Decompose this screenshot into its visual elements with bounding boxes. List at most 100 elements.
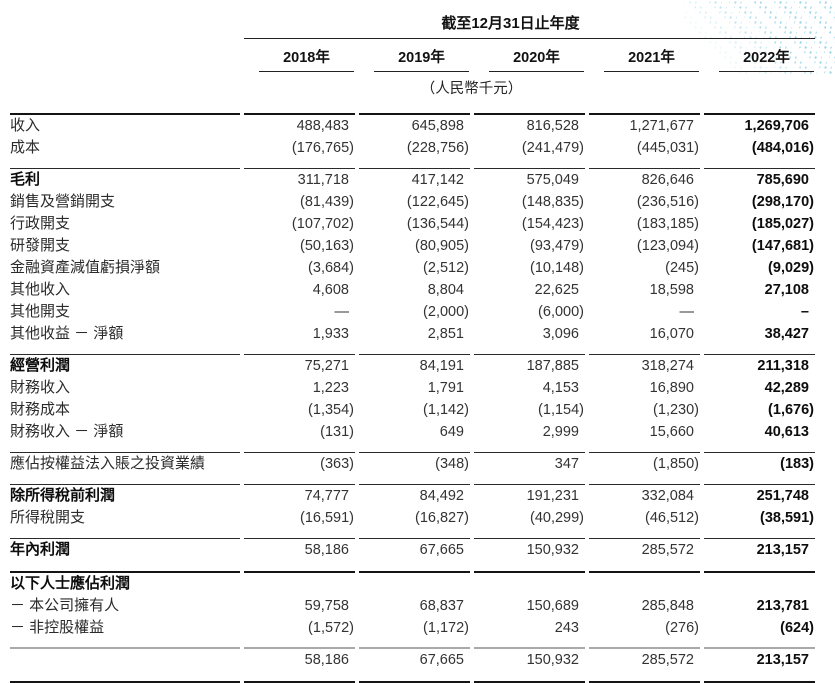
cell-value: 649 [439, 424, 464, 440]
row-label: 金融資產減值虧損淨額 [10, 259, 161, 276]
cell-value: (131) [320, 424, 354, 440]
cell-value: (136,544) [406, 216, 469, 232]
row-label: 以下人士應佔利潤 [10, 575, 131, 592]
cell-value: 347 [554, 456, 579, 472]
cell-value: 27,108 [764, 282, 809, 298]
cell-value: (348) [435, 456, 469, 472]
row-label: 所得稅開支 [10, 509, 86, 526]
year-column-header: 2019年 [374, 44, 469, 72]
cell-value: 38,427 [764, 326, 809, 342]
year-column-header: 2018年 [259, 44, 354, 72]
cell-value: — [679, 304, 695, 320]
row-label: 研發開支 [10, 237, 71, 254]
year-column-header: 2020年 [489, 44, 584, 72]
cell-value: 213,157 [756, 652, 809, 668]
cell-value [474, 573, 585, 595]
cell-value: 67,665 [419, 542, 464, 558]
cell-value: (1,850) [653, 456, 699, 472]
table-row: 經營利潤 75,271 84,191 187,885 318,274 211,318 [10, 355, 815, 377]
table-row: 年內利潤 58,186 67,665 150,932 285,572 213,157 [10, 539, 815, 561]
cell-value: 285,572 [641, 652, 694, 668]
table-row: 財務收入 1,223 1,791 4,153 16,890 42,289 [10, 377, 815, 399]
year-column-header: 2021年 [604, 44, 699, 72]
cell-value: 22,625 [534, 282, 579, 298]
cell-value: (38,591) [759, 510, 814, 526]
cell-value: (6,000) [538, 304, 584, 320]
cell-value [704, 573, 815, 595]
table-row: － 非控股權益 (1,572) (1,172) 243 (276) (624) [10, 617, 815, 639]
cell-value: 2,851 [427, 326, 464, 342]
cell-value: (241,479) [521, 140, 584, 156]
cell-value: (93,479) [529, 238, 584, 254]
table-row: 其他收益 － 淨額 1,933 2,851 3,096 16,070 38,427 [10, 323, 815, 345]
cell-value: (624) [780, 620, 814, 636]
financial-statement: 截至12月31日止年度 2018年 2019年 2020年 2021年 2022… [6, 6, 819, 683]
cell-value: 311,718 [297, 172, 349, 188]
cell-value: 1,269,706 [744, 118, 809, 134]
cell-value: 67,665 [419, 652, 464, 668]
section-divider [10, 159, 815, 169]
cell-value: (1,142) [423, 402, 469, 418]
cell-value: (81,439) [299, 194, 354, 210]
cell-value: (16,827) [414, 510, 469, 526]
cell-value: — [334, 304, 350, 320]
row-label [10, 649, 240, 671]
cell-value: (154,423) [521, 216, 584, 232]
cell-value: 211,318 [757, 358, 809, 374]
table-row: 應佔按權益法入賬之投資業績 (363) (348) 347 (1,850) (183) [10, 453, 815, 475]
cell-value: (1,172) [423, 620, 469, 636]
cell-value: 213,781 [756, 598, 809, 614]
cell-value: (236,516) [636, 194, 699, 210]
cell-value: 8,804 [427, 282, 464, 298]
cell-value: (147,681) [751, 238, 814, 254]
currency-unit-note: （人民幣千元） [420, 81, 523, 97]
table-top-rule [10, 103, 815, 115]
section-divider [10, 671, 815, 683]
income-statement-table: 截至12月31日止年度 2018年 2019年 2020年 2021年 2022… [6, 6, 819, 683]
cell-value: (9,029) [768, 260, 814, 276]
cell-value: (185,027) [751, 216, 814, 232]
cell-value: 74,777 [304, 488, 349, 504]
cell-value: 59,758 [304, 598, 349, 614]
period-title: 截至12月31日止年度 [441, 15, 580, 32]
cell-value: (1,230) [653, 402, 699, 418]
cell-value: (228,756) [406, 140, 469, 156]
cell-value: 15,660 [649, 424, 694, 440]
cell-value: 2,999 [542, 424, 579, 440]
cell-value [589, 573, 700, 595]
table-row: 其他收入 4,608 8,804 22,625 18,598 27,108 [10, 279, 815, 301]
row-label: 除所得稅前利潤 [10, 487, 116, 504]
cell-value: 1,933 [312, 326, 349, 342]
cell-value: (122,645) [406, 194, 469, 210]
section-divider [10, 475, 815, 485]
cell-value [244, 573, 355, 595]
row-label: 其他收入 [10, 281, 71, 298]
period-header-row: 截至12月31日止年度 [10, 6, 815, 39]
cell-value: (46,512) [644, 510, 699, 526]
cell-value: 243 [554, 620, 579, 636]
cell-value: 816,528 [526, 118, 579, 134]
cell-value: (50,163) [299, 238, 354, 254]
cell-value: (2,512) [423, 260, 469, 276]
row-label: 銷售及營銷開支 [10, 193, 116, 210]
cell-value: 785,690 [756, 172, 809, 188]
cell-value: (80,905) [414, 238, 469, 254]
table-row: 以下人士應佔利潤 [10, 573, 815, 595]
row-label: 成本 [10, 139, 41, 156]
cell-value: (1,676) [768, 402, 814, 418]
cell-value: 16,070 [649, 326, 694, 342]
cell-value: 150,689 [526, 598, 579, 614]
cell-value [359, 573, 470, 595]
row-label: 收入 [10, 117, 41, 134]
cell-value: 285,572 [641, 542, 694, 558]
cell-value: (2,000) [423, 304, 469, 320]
cell-value: (484,016) [751, 140, 814, 156]
row-label: － 本公司擁有人 [10, 597, 120, 614]
row-label: 毛利 [10, 171, 41, 188]
cell-value: 3,096 [542, 326, 579, 342]
cell-value: 645,898 [411, 118, 464, 134]
cell-value: 1,223 [312, 380, 349, 396]
unit-note-row: （人民幣千元） [10, 73, 815, 103]
cell-value: (107,702) [291, 216, 354, 232]
cell-value: 4,153 [542, 380, 579, 396]
